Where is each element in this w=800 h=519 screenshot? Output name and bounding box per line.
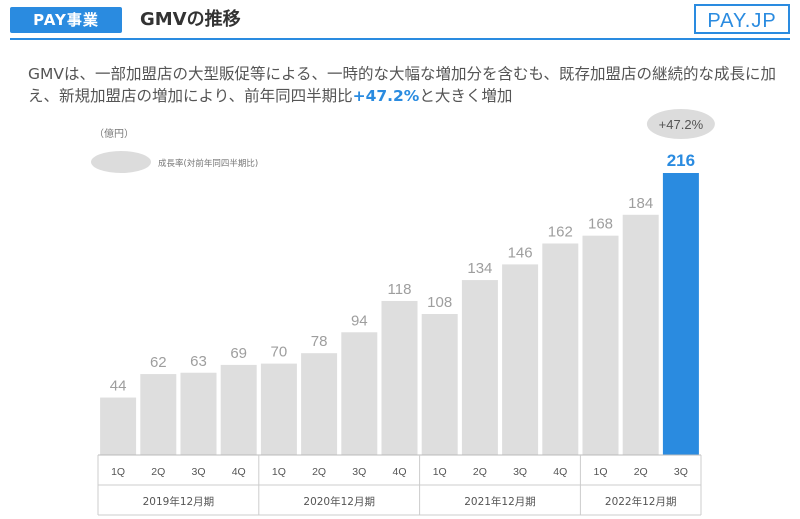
- header-divider: [10, 38, 790, 40]
- bar-14: [622, 214, 659, 455]
- tick-label-8: 4Q: [392, 466, 406, 478]
- bar-7: [341, 332, 378, 455]
- gmv-bar-chart: （億円） 成長率(対前年同四半期比) 44 1Q 62 2Q 63 3Q 69 4Q 70 1Q 7…: [91, 109, 715, 516]
- bar-15: [662, 173, 699, 455]
- group-label-3: 2021年12月期: [464, 495, 536, 508]
- tick-label-12: 4Q: [553, 466, 567, 478]
- data-label-4: 69: [230, 345, 247, 362]
- group-label-2: 2020年12月期: [303, 495, 375, 508]
- bar-2: [140, 374, 177, 455]
- data-label-14: 184: [628, 195, 653, 212]
- description-text: GMVは、一部加盟店の大型販促等による、一時的な大幅な増加分を含むも、既存加盟店…: [28, 63, 788, 107]
- bar-6: [301, 353, 338, 455]
- tick-label-11: 3Q: [513, 466, 527, 478]
- data-label-6: 78: [311, 333, 328, 350]
- data-label-12: 162: [548, 224, 573, 241]
- tick-label-3: 3Q: [191, 466, 205, 478]
- data-label-5: 70: [271, 344, 288, 361]
- bar-12: [542, 243, 579, 455]
- data-label-7: 94: [351, 312, 368, 329]
- data-label-8: 118: [388, 281, 412, 298]
- bar-4: [220, 364, 257, 455]
- data-label-2: 62: [150, 354, 167, 371]
- tick-label-6: 2Q: [312, 466, 326, 478]
- data-label-1: 44: [110, 378, 127, 395]
- tick-label-10: 2Q: [473, 466, 487, 478]
- tick-label-9: 1Q: [433, 466, 447, 478]
- bar-10: [461, 280, 498, 455]
- legend-label: 成長率(対前年同四半期比): [158, 158, 258, 169]
- bar-3: [180, 372, 217, 455]
- growth-callout-label: +47.2%: [659, 117, 704, 132]
- tick-label-7: 3Q: [352, 466, 366, 478]
- data-label-15: 216: [667, 151, 695, 170]
- tick-label-13: 1Q: [593, 466, 607, 478]
- unit-label: （億円）: [94, 127, 134, 140]
- description-highlight: +47.2%: [352, 87, 420, 105]
- bar-13: [582, 235, 619, 455]
- data-label-3: 63: [190, 353, 207, 370]
- group-label-1: 2019年12月期: [143, 495, 215, 508]
- data-label-11: 146: [508, 244, 533, 261]
- legend-swatch: [91, 151, 151, 173]
- header: PAY事業 GMVの推移 PAY.JP: [0, 0, 800, 40]
- group-label-4: 2022年12月期: [605, 495, 677, 508]
- page-title: GMVの推移: [140, 9, 241, 30]
- bar-1: [100, 397, 137, 455]
- bar-8: [381, 300, 418, 455]
- tick-label-5: 1Q: [272, 466, 286, 478]
- tick-label-1: 1Q: [111, 466, 125, 478]
- data-label-9: 108: [427, 294, 452, 311]
- bar-9: [421, 314, 458, 455]
- tick-label-15: 3Q: [674, 466, 688, 478]
- tick-label-2: 2Q: [151, 466, 165, 478]
- bar-5: [260, 363, 297, 455]
- data-label-10: 134: [467, 260, 492, 277]
- growth-callout-bubble: [646, 109, 715, 139]
- description-part-1: GMVは、一部加盟店の大型販促等による、一時的な大幅な増加分を含むも、既存加盟店…: [28, 65, 777, 105]
- tick-label-4: 4Q: [232, 466, 246, 478]
- data-label-13: 168: [588, 216, 613, 233]
- description-part-2: と大きく増加: [419, 87, 513, 105]
- section-badge: PAY事業: [10, 7, 122, 33]
- payjp-logo: PAY.JP: [694, 4, 790, 34]
- tick-label-14: 2Q: [634, 466, 648, 478]
- bar-11: [502, 264, 539, 455]
